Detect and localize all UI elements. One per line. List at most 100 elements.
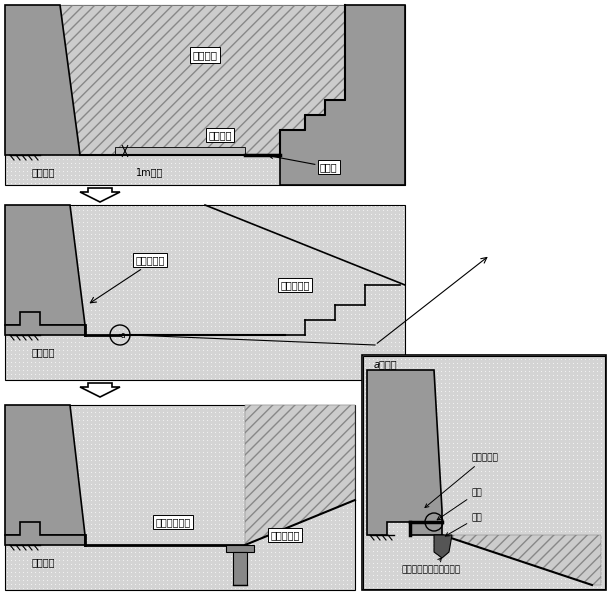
- Point: [440, 506, 450, 516]
- Point: [342, 369, 352, 379]
- Point: [42, 523, 52, 533]
- Point: [436, 414, 446, 424]
- Point: [186, 439, 196, 449]
- Point: [266, 337, 276, 347]
- Point: [580, 430, 590, 440]
- Point: [424, 410, 434, 420]
- Point: [540, 434, 550, 444]
- Point: [258, 519, 268, 529]
- Point: [238, 357, 248, 367]
- Point: [106, 201, 116, 211]
- Point: [158, 122, 168, 132]
- Point: [126, 38, 136, 48]
- Point: [540, 534, 550, 544]
- Point: [190, 543, 200, 553]
- Point: [282, 142, 292, 152]
- Point: [2, 491, 12, 501]
- Point: [298, 142, 308, 152]
- Point: [520, 538, 530, 548]
- Point: [150, 66, 160, 76]
- Point: [222, 487, 232, 497]
- Point: [326, 353, 336, 363]
- Point: [310, 499, 320, 509]
- Point: [102, 130, 112, 140]
- Point: [50, 499, 60, 509]
- Point: [38, 519, 48, 529]
- Point: [322, 142, 332, 152]
- Point: [46, 229, 56, 239]
- Point: [194, 142, 204, 152]
- Polygon shape: [245, 405, 355, 545]
- Point: [382, 154, 392, 164]
- Point: [294, 551, 304, 561]
- Point: [388, 526, 398, 536]
- Point: [318, 257, 328, 267]
- Point: [370, 122, 380, 132]
- Point: [158, 114, 168, 124]
- Point: [314, 583, 324, 593]
- Point: [500, 406, 510, 416]
- Point: [174, 539, 184, 549]
- Point: [62, 321, 72, 331]
- Point: [34, 309, 44, 319]
- Point: [254, 373, 264, 383]
- Point: [222, 154, 232, 164]
- Point: [424, 546, 434, 556]
- Point: [182, 297, 192, 307]
- Point: [142, 46, 152, 56]
- Point: [368, 402, 378, 412]
- Point: [448, 378, 458, 388]
- Point: [22, 321, 32, 331]
- Point: [34, 297, 44, 307]
- Point: [50, 277, 60, 287]
- Point: [536, 386, 546, 396]
- Point: [306, 178, 316, 188]
- Point: [270, 257, 280, 267]
- Point: [2, 38, 12, 48]
- Point: [342, 221, 352, 231]
- Point: [22, 110, 32, 120]
- Point: [290, 66, 300, 76]
- Point: [18, 515, 28, 525]
- Point: [424, 446, 434, 456]
- Point: [282, 253, 292, 263]
- Point: [400, 558, 410, 568]
- Point: [190, 345, 200, 355]
- Point: [382, 82, 392, 92]
- Point: [372, 538, 382, 548]
- Point: [62, 471, 72, 481]
- Point: [330, 201, 340, 211]
- Point: [370, 150, 380, 160]
- Point: [174, 281, 184, 291]
- Point: [162, 106, 172, 116]
- Point: [46, 459, 56, 469]
- Point: [500, 374, 510, 384]
- Point: [358, 130, 368, 140]
- Point: [504, 530, 514, 540]
- Point: [138, 174, 148, 184]
- Point: [322, 451, 332, 461]
- Point: [334, 403, 344, 413]
- Point: [396, 398, 406, 408]
- Point: [298, 579, 308, 589]
- Point: [122, 178, 132, 188]
- Point: [230, 245, 240, 255]
- Point: [38, 134, 48, 144]
- Point: [78, 261, 88, 271]
- Point: [390, 174, 400, 184]
- Point: [460, 514, 470, 524]
- Point: [110, 435, 120, 445]
- Point: [302, 329, 312, 339]
- Point: [214, 2, 224, 12]
- Point: [66, 349, 76, 359]
- Point: [384, 358, 394, 368]
- Point: [432, 366, 442, 376]
- Point: [246, 467, 256, 477]
- Point: [202, 467, 212, 477]
- Point: [306, 345, 316, 355]
- Point: [102, 495, 112, 505]
- Point: [126, 34, 136, 44]
- Point: [50, 365, 60, 375]
- Point: [516, 458, 526, 468]
- Point: [584, 474, 594, 484]
